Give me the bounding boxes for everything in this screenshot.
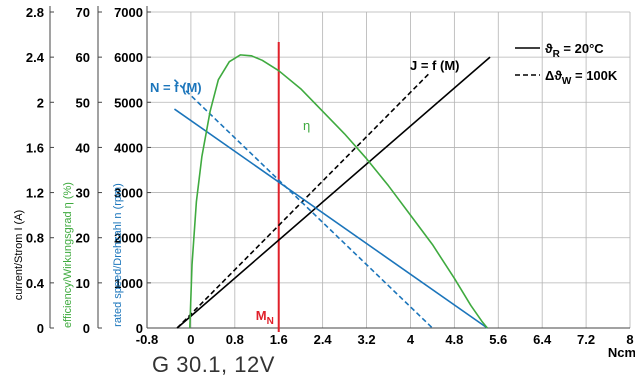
x-tick-label: 0 <box>187 332 194 347</box>
efficiency-tick-label: 0 <box>83 321 90 336</box>
efficiency-tick-label: 50 <box>76 95 90 110</box>
x-tick-label: 4.8 <box>445 332 463 347</box>
x-tick-label: 7.2 <box>577 332 595 347</box>
series-line-0 <box>176 56 491 329</box>
efficiency-axis-title: efficiency/Wirkungsgrad η (%) <box>62 182 74 328</box>
x-tick-label: 3.2 <box>358 332 376 347</box>
x-tick-label: 8 <box>626 332 633 347</box>
x-tick-label: 0.8 <box>226 332 244 347</box>
speed-tick-label: 6000 <box>114 50 143 65</box>
x-tick-label: 4 <box>407 332 415 347</box>
current-tick-label: 1.2 <box>26 186 44 201</box>
speed-tick-label: 4000 <box>114 140 143 155</box>
labels: MN N = f (M) J = f (M) η <box>150 58 459 327</box>
efficiency-tick-label: 30 <box>76 186 90 201</box>
series-line-1 <box>176 72 431 329</box>
x-tick-label: 5.6 <box>489 332 507 347</box>
current-axis-title: current/Strom I (A) <box>13 210 25 300</box>
x-tick-label: -0.8 <box>136 332 158 347</box>
axes: 0100020003000400050006000700001020304050… <box>13 5 635 360</box>
x-axis-title: Ncm <box>608 345 635 360</box>
series-line-3 <box>173 79 433 329</box>
efficiency-tick-label: 60 <box>76 50 90 65</box>
efficiency-tick-label: 70 <box>76 5 90 20</box>
x-tick-label: 2.4 <box>314 332 333 347</box>
speed-axis-title: rated speed/Drehzahl n (rpm) <box>112 183 124 327</box>
current-tick-label: 0.4 <box>26 276 45 291</box>
series <box>173 42 491 332</box>
current-tick-label: 1.6 <box>26 140 44 155</box>
efficiency-tick-label: 40 <box>76 140 90 155</box>
current-tick-label: 0 <box>37 321 44 336</box>
speed-tick-label: 1000 <box>114 276 143 291</box>
x-tick-label: 1.6 <box>270 332 288 347</box>
speed-tick-label: 5000 <box>114 95 143 110</box>
speed-tick-label: 3000 <box>114 186 143 201</box>
legend-label-0: ϑR = 20°C <box>545 41 604 60</box>
current-tick-label: 2 <box>37 95 44 110</box>
rated-torque-label: MN <box>256 308 274 327</box>
legend: ϑR = 20°C ΔϑW = 100K <box>515 41 618 87</box>
series-line-4 <box>189 54 488 329</box>
x-tick-label: 6.4 <box>533 332 552 347</box>
series-label-speed: N = f (M) <box>150 80 202 95</box>
series-label-efficiency: η <box>303 118 310 133</box>
legend-label-1: ΔϑW = 100K <box>545 68 618 87</box>
current-tick-label: 0.8 <box>26 231 44 246</box>
current-tick-label: 2.8 <box>26 5 44 20</box>
speed-tick-label: 2000 <box>114 231 143 246</box>
current-tick-label: 2.4 <box>26 50 45 65</box>
efficiency-tick-label: 20 <box>76 231 90 246</box>
efficiency-tick-label: 10 <box>76 276 90 291</box>
chart-caption: G 30.1, 12V <box>152 352 275 377</box>
series-line-2 <box>173 108 488 329</box>
series-label-current: J = f (M) <box>410 58 459 73</box>
speed-tick-label: 0 <box>136 321 143 336</box>
speed-tick-label: 7000 <box>114 5 143 20</box>
